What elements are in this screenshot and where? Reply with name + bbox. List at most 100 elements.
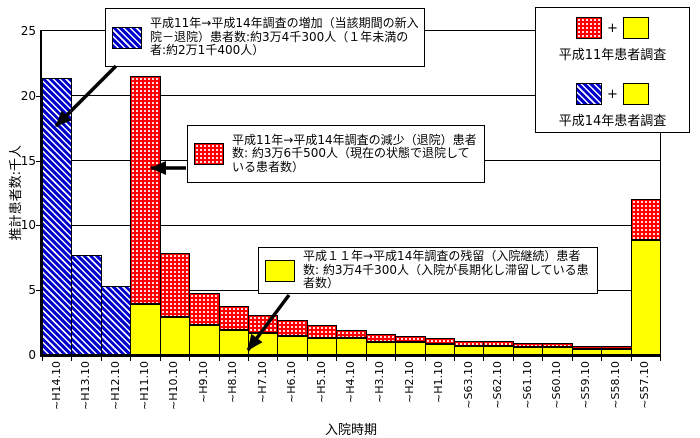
bar-segment-red [571, 345, 603, 349]
gridline [42, 224, 660, 226]
x-tick-label: ~S57.10 [638, 361, 652, 409]
x-tick [100, 357, 102, 361]
x-tick [660, 357, 661, 361]
x-tick [542, 357, 544, 361]
x-tick-label: ~S60.10 [550, 361, 563, 409]
y-tick [36, 95, 40, 97]
annotation-swatch-red-icon [194, 143, 224, 165]
x-tick-label: ~S61.10 [520, 361, 534, 409]
x-tick-label: ~H10.10 [167, 361, 181, 410]
bar-segment-yellow [395, 342, 426, 355]
x-tick-label: ~S62.10 [491, 361, 505, 409]
bar-segment-yellow [454, 345, 485, 355]
x-tick [365, 357, 367, 361]
bar-segment-yellow [306, 338, 338, 355]
bar-segment-yellow [424, 343, 455, 355]
annotation-decrease-text: 平成11年→平成14年調査の減少（退院）患者数: 約3万6千500人（現在の状態… [232, 132, 477, 174]
bar-segment-yellow [512, 347, 544, 355]
bar-segment-blue [71, 255, 102, 355]
bar-segment-yellow [130, 304, 161, 355]
bar-segment-red [189, 292, 220, 326]
x-tick [336, 357, 338, 361]
bar-segment-red [454, 340, 485, 346]
bar-segment-red [159, 252, 191, 318]
x-tick-label: ~H11.10 [138, 361, 151, 410]
annotation-decrease: 平成11年→平成14年調査の減少（退院）患者数: 約3万6千500人（現在の状態… [187, 125, 485, 183]
x-tick-label: ~H2.10 [402, 361, 416, 403]
bar-segment-yellow [571, 348, 603, 355]
x-tick-label: ~S58.10 [608, 361, 622, 409]
x-tick-label: ~H1.10 [432, 361, 446, 403]
x-tick [483, 357, 485, 361]
bar-segment-red [336, 330, 367, 339]
x-tick [248, 357, 249, 361]
legend-swatch-group: + [536, 17, 689, 39]
x-tick [277, 357, 279, 361]
legend-item-h14-survey: + 平成14年患者調査 [536, 83, 689, 129]
legend-swatch-red-icon [576, 17, 603, 39]
bar-segment-yellow [159, 317, 191, 355]
x-tick [424, 357, 426, 361]
x-tick [306, 357, 308, 361]
annotation-swatch-yellow-icon [265, 259, 295, 282]
x-tick [601, 357, 603, 361]
bar-segment-red [512, 343, 544, 348]
y-tick-label: 15 [20, 153, 36, 168]
legend-plus-sign: + [607, 20, 618, 36]
x-tick [130, 357, 132, 361]
bar-segment-red [248, 314, 279, 333]
bar-segment-red [218, 305, 249, 331]
x-tick-label: ~H13.10 [79, 361, 93, 410]
x-tick [218, 357, 220, 361]
bar-segment-yellow [630, 239, 661, 355]
legend-swatch-group: + [536, 83, 689, 105]
x-tick-label: ~H3.10 [373, 361, 387, 403]
x-tick-label: ~H7.10 [255, 361, 269, 403]
x-tick-label: ~S63.10 [461, 361, 475, 409]
x-tick [454, 357, 455, 361]
x-tick-label: ~H6.10 [285, 361, 299, 403]
bar-segment-red [424, 338, 455, 344]
x-tick-label: ~H12.10 [108, 361, 122, 410]
x-tick [571, 357, 573, 361]
bar-segment-yellow [277, 335, 308, 355]
bar-segment-blue [100, 286, 132, 355]
bar-segment-blue [42, 77, 73, 355]
y-tick-label: 10 [20, 218, 36, 233]
bar-segment-red [395, 335, 426, 343]
x-tick-label: ~H4.10 [344, 361, 357, 403]
x-tick-label: ~H8.10 [226, 361, 240, 403]
legend-label-h11: 平成11年患者調査 [558, 48, 667, 63]
annotation-swatch-blue-icon [112, 26, 142, 49]
bar-segment-red [601, 345, 632, 349]
legend-label-h14: 平成14年患者調査 [558, 114, 667, 129]
x-axis-title: 入院時期 [324, 423, 377, 438]
bar-segment-yellow [248, 332, 279, 355]
x-tick [42, 357, 43, 361]
x-tick-label: ~H9.10 [196, 361, 210, 403]
bar-segment-yellow [483, 345, 514, 355]
x-tick [159, 357, 161, 361]
y-tick [36, 225, 40, 227]
bar-segment-yellow [542, 347, 573, 355]
bar-segment-yellow [336, 338, 367, 355]
bar-segment-red [306, 325, 338, 339]
legend: + 平成11年患者調査 + 平成14年患者調査 [535, 7, 690, 133]
legend-swatch-yellow-icon [622, 17, 649, 39]
bar-segment-red [542, 343, 573, 348]
legend-item-h11-survey: + 平成11年患者調査 [536, 17, 689, 63]
bar-segment-red [277, 320, 308, 336]
y-tick-label: 0 [28, 348, 36, 362]
x-tick [630, 357, 632, 361]
x-tick [512, 357, 514, 361]
annotation-remain-text: 平成１１年→平成14年調査の残留（入院継続）患者数: 約3万4千300人（入院が… [303, 249, 589, 291]
bar-segment-yellow [601, 348, 632, 355]
x-tick-label: ~H5.10 [314, 361, 328, 403]
annotation-increase: 平成11年→平成14年調査の増加（当該期間の新入院－退院）患者数:約3万4千30… [105, 8, 425, 67]
bar-segment-red [130, 76, 161, 305]
y-tick-label: 5 [28, 283, 36, 298]
y-tick [36, 290, 40, 292]
legend-swatch-yellow-icon [622, 83, 649, 105]
bar-segment-red [630, 199, 661, 240]
